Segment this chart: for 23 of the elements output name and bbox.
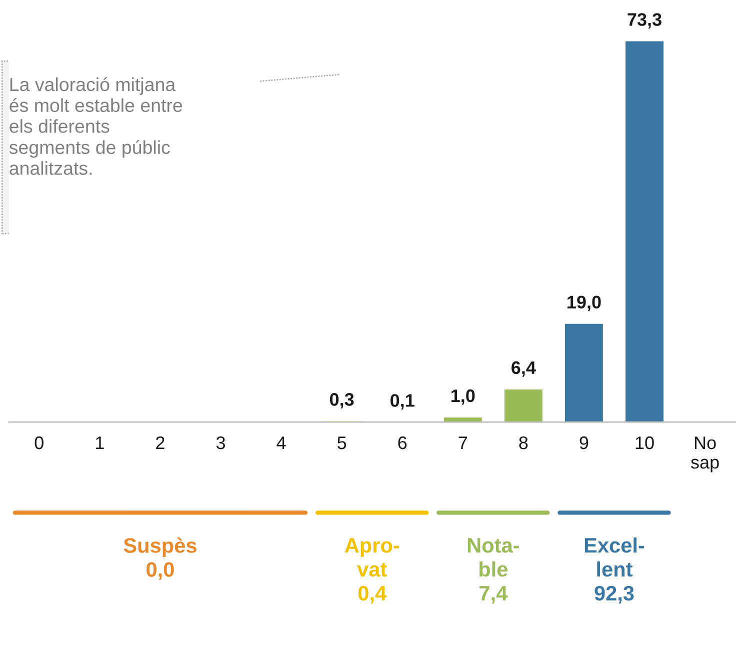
x-tick-label: 4 [276,436,286,450]
text: Apro- vat 0,4 [344,538,400,604]
text: Nota- ble 7,4 [468,538,519,604]
x-tick-label: 3 [216,436,225,450]
data-label: 19,0 [568,296,601,312]
annotation: La valoració mitjana és molt estable entre els diferents segments de públic analitzats. [9,77,182,175]
x-tick-label: 9 [580,436,588,450]
x-tick-label: 7 [458,436,468,450]
x-tick-label: No sap [690,436,719,472]
data-label: 73,3 [628,13,662,29]
x-tick-label: 0 [34,436,44,450]
text: Suspès 0,0 [124,537,196,580]
data-label: 1,0 [451,389,475,405]
text: Excel- lent 92,3 [584,537,644,604]
x-tick-label: 10 [636,436,654,450]
data-label: 6,4 [512,361,536,377]
x-tick-label: 6 [398,436,407,450]
x-tick-label: 5 [338,436,346,450]
data-label: 0,3 [330,393,354,408]
data-label: 0,1 [390,394,414,410]
x-tick-label: 8 [519,436,528,450]
x-tick-label: 2 [156,436,164,450]
x-tick-label: 1 [96,436,104,450]
